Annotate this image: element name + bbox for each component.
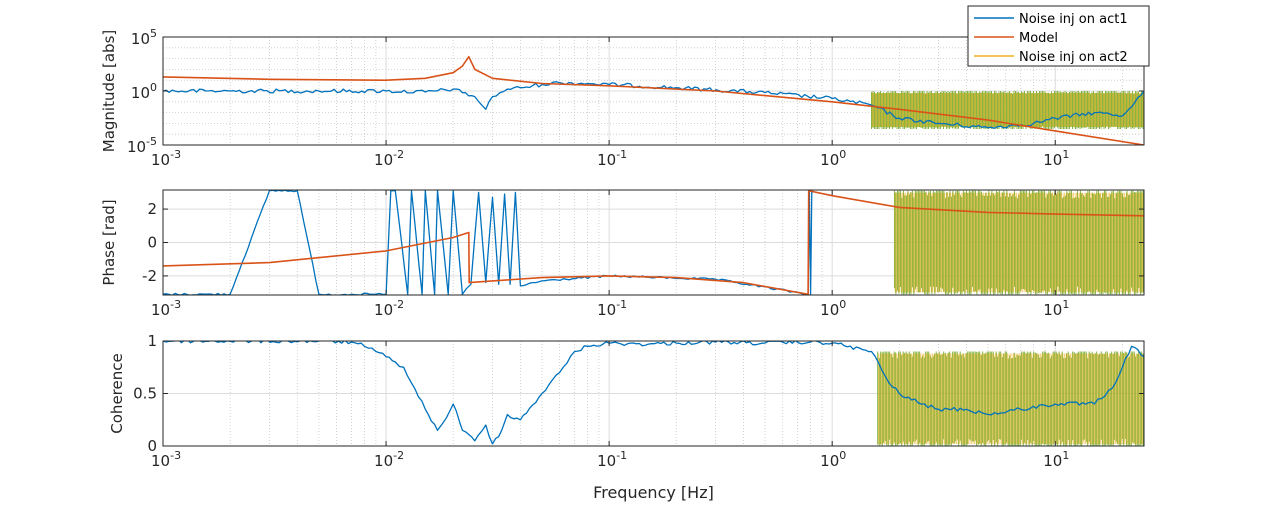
series-noise-inj-act1-line <box>163 190 814 295</box>
series-model-line <box>163 190 1144 295</box>
axes: 10-3 10-2 10-1 100 101 1 0.5 0 <box>133 332 1144 470</box>
y-axis-label: Phase [rad] <box>100 199 118 285</box>
y-tick-label: 0 <box>147 234 157 252</box>
x-tick-label: 101 <box>1043 449 1069 470</box>
x-tick-label: 10-3 <box>151 298 181 319</box>
series-model-line <box>163 55 1144 145</box>
axes: 10-3 10-2 10-1 100 101 2 0 -2 <box>142 190 1144 319</box>
x-tick-label: 10-3 <box>151 148 181 169</box>
x-tick-label: 10-2 <box>374 148 404 169</box>
series-noise-inj-act1 <box>163 190 814 295</box>
x-tick-label: 101 <box>1043 148 1069 169</box>
x-tick-label: 10-1 <box>597 449 627 470</box>
y-tick-label: 0.5 <box>133 385 157 403</box>
x-tick-label: 100 <box>820 298 846 319</box>
x-tick-label: 10-1 <box>597 298 627 319</box>
plot-area <box>163 55 1144 145</box>
panel-2: 10-3 10-2 10-1 100 101 2 0 -2 Phase [rad] <box>100 189 1145 319</box>
legend-entry: Model <box>1019 31 1058 46</box>
y-tick-label: -2 <box>142 267 157 285</box>
plot-area <box>163 190 1144 295</box>
x-tick-label: 101 <box>1043 298 1069 319</box>
panel-1: 10-3 10-2 10-1 100 101 10-5 100 105 Magnitude [a… <box>100 5 1150 169</box>
x-tick-label: 100 <box>820 449 846 470</box>
y-tick-label: 0 <box>147 437 157 455</box>
act2-band-green <box>893 190 1144 295</box>
act2-band-yellow <box>894 192 1144 293</box>
legend-entry: Noise inj on act2 <box>1019 50 1128 65</box>
y-tick-label: 1 <box>147 332 157 350</box>
plot-area <box>163 341 1144 446</box>
series-noise-inj-act1-line <box>163 341 1144 445</box>
x-axis-label: Frequency [Hz] <box>593 483 714 502</box>
legend-entry: Noise inj on act1 <box>1019 12 1128 27</box>
axes: 10-3 10-2 10-1 100 101 10-5 100 105 <box>127 27 1144 169</box>
series-noise-inj-act1 <box>163 341 1144 445</box>
legend: Noise inj on act1 Model Noise inj on act2 <box>967 5 1150 67</box>
series-model <box>163 190 1144 295</box>
x-tick-label: 10-3 <box>151 449 181 470</box>
y-tick-label: 2 <box>147 200 157 218</box>
series-noise-inj-act2 <box>877 351 1144 446</box>
panel-3: 10-3 10-2 10-1 100 101 1 0.5 0 Coherence Frequenc… <box>108 332 1145 502</box>
act2-band-yellow <box>878 353 1144 444</box>
y-tick-label: 105 <box>131 27 157 48</box>
x-tick-label: 10-1 <box>597 148 627 169</box>
series-noise-inj-act2 <box>893 190 1144 295</box>
series-model <box>163 55 1144 145</box>
y-tick-label: 10-5 <box>127 135 157 156</box>
x-tick-label: 100 <box>820 148 846 169</box>
x-tick-label: 10-2 <box>374 298 404 319</box>
y-axis-label: Coherence <box>108 353 126 433</box>
y-axis-label: Magnitude [abs] <box>100 30 118 152</box>
y-tick-label: 100 <box>131 81 157 102</box>
x-tick-label: 10-2 <box>374 449 404 470</box>
